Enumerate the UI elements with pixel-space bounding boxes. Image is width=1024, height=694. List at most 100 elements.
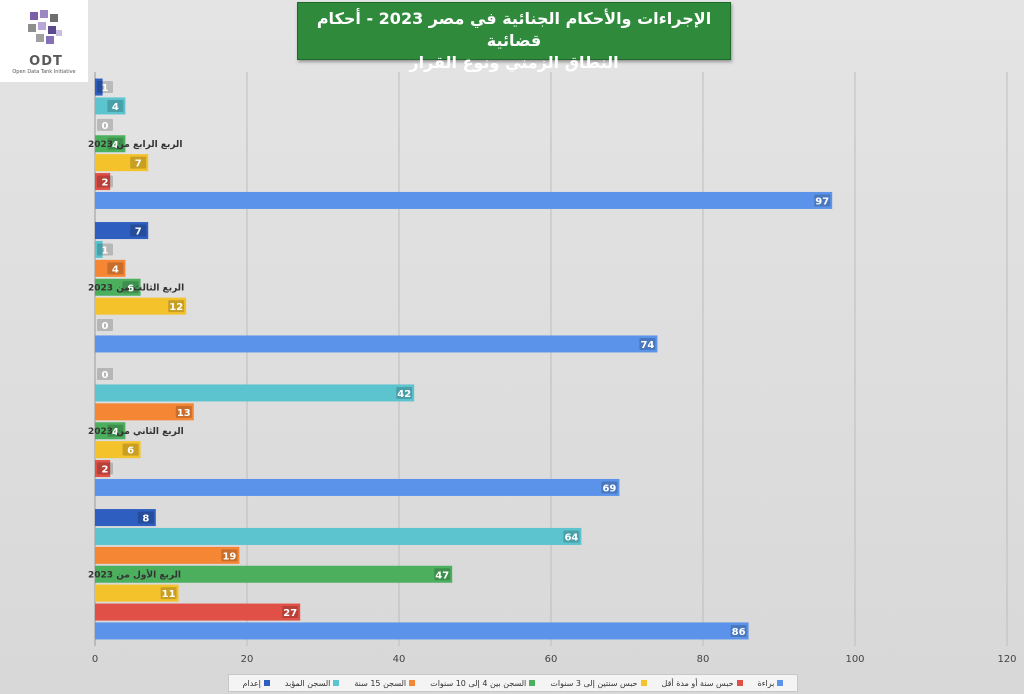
- data-label-box: [122, 281, 139, 294]
- bar: [95, 565, 453, 583]
- data-label: 69: [602, 483, 616, 494]
- y-category-label: الربع الثالث من 2023: [88, 283, 184, 293]
- data-label-box: [97, 319, 113, 332]
- data-label: 0: [102, 370, 109, 381]
- data-label-box: [97, 175, 113, 188]
- data-label-box: [137, 511, 154, 524]
- data-label: 27: [283, 608, 297, 619]
- data-label-box: [168, 300, 185, 313]
- data-label-box: [107, 137, 124, 150]
- data-label: 2: [102, 465, 109, 476]
- bar: [95, 584, 179, 602]
- data-label: 47: [435, 570, 449, 581]
- x-axis-ticks: 0 20 40 60 80 100 120: [92, 654, 1017, 665]
- x-tick-label: 40: [393, 654, 406, 665]
- bar: [95, 97, 126, 115]
- data-label-box: [175, 405, 192, 418]
- x-tick-label: 20: [241, 654, 254, 665]
- data-label: 6: [127, 283, 134, 294]
- data-label-box: [221, 549, 238, 562]
- data-label: 64: [564, 532, 578, 543]
- data-label-box: [107, 424, 124, 437]
- x-tick-label: 60: [545, 654, 558, 665]
- bar: [95, 278, 141, 296]
- data-label: 7: [135, 227, 142, 238]
- data-label: 4: [112, 264, 119, 275]
- legend-label: إعدام: [242, 678, 261, 688]
- legend-swatch: [777, 680, 784, 686]
- legend-swatch: [263, 680, 270, 686]
- bar: [95, 240, 103, 258]
- legend-item: السجن 15 سنة: [354, 679, 416, 688]
- legend-label: براءة: [757, 678, 775, 688]
- data-label: 1: [102, 245, 109, 256]
- data-label-box: [107, 99, 124, 112]
- bar: [95, 460, 111, 478]
- data-label-box: [396, 386, 413, 399]
- bar: [95, 478, 620, 496]
- data-label-box: [97, 243, 113, 256]
- data-label-box: [97, 118, 113, 131]
- data-label-box: [160, 587, 177, 600]
- bar: [95, 603, 301, 621]
- bar: [95, 335, 658, 353]
- legend-item: السجن المؤبد: [284, 678, 340, 688]
- data-label-box: [97, 81, 113, 94]
- data-label-box: [107, 262, 124, 275]
- data-label-box: [814, 194, 831, 207]
- data-label: 74: [640, 340, 654, 351]
- legend-swatch: [529, 680, 536, 686]
- data-label: 0: [102, 321, 109, 332]
- legend-item: براءة: [758, 679, 784, 688]
- bar: [95, 259, 126, 277]
- data-label-box: [97, 462, 113, 475]
- legend-item: حبس سنة أو مدة أقل: [662, 679, 743, 688]
- bar: [95, 384, 415, 402]
- data-label: 42: [397, 389, 411, 400]
- bar: [95, 441, 141, 459]
- data-label-box: [130, 224, 147, 237]
- data-label-box: [639, 337, 656, 350]
- bar: [95, 154, 149, 172]
- legend-label: السجن بين 4 إلى 10 سنوات: [430, 678, 527, 688]
- data-label: 97: [815, 196, 829, 207]
- data-label-box: [601, 481, 618, 494]
- bar: [95, 135, 126, 153]
- data-label: 8: [142, 514, 149, 525]
- data-label-box: [563, 530, 580, 543]
- data-label: 11: [162, 589, 176, 600]
- legend-item: السجن بين 4 إلى 10 سنوات: [430, 678, 536, 688]
- y-category-label: الربع الثاني من 2023: [88, 427, 184, 437]
- data-label: 4: [112, 140, 119, 151]
- legend-item: إعدام: [243, 679, 270, 688]
- x-tick-label: 0: [92, 654, 98, 665]
- chart-title-line2: النطاق الزمني ونوع القرار: [409, 53, 619, 72]
- bar: [95, 422, 126, 440]
- data-label: 86: [732, 627, 746, 638]
- logo-cubes-icon: [28, 10, 62, 44]
- chart-title-line1: الإجراءات والأحكام الجنائية في مصر 2023 …: [316, 9, 712, 50]
- legend-label: حبس سنة أو مدة أقل: [661, 678, 734, 688]
- grid-lines: [94, 72, 1008, 646]
- data-label: 2: [102, 178, 109, 189]
- bar: [95, 222, 149, 240]
- bar: [95, 173, 111, 191]
- bar: [95, 191, 833, 209]
- legend-swatch: [640, 680, 647, 686]
- data-label: 1: [102, 83, 109, 94]
- logo-subtitle: Open Data Tank Initiative: [12, 69, 76, 75]
- bar: [95, 403, 194, 421]
- logo-text: ODT: [29, 54, 63, 69]
- legend-label: السجن المؤبد: [284, 678, 331, 688]
- data-label: 12: [169, 302, 183, 313]
- data-label-box: [730, 624, 747, 637]
- x-tick-label: 120: [997, 654, 1016, 665]
- data-label-box: [122, 443, 139, 456]
- data-label-box: [282, 606, 299, 619]
- bar: [95, 546, 240, 564]
- y-category-label: الربع الأول من 2023: [88, 568, 181, 580]
- logo: ODT Open Data Tank Initiative: [0, 0, 88, 82]
- data-label: 6: [127, 446, 134, 457]
